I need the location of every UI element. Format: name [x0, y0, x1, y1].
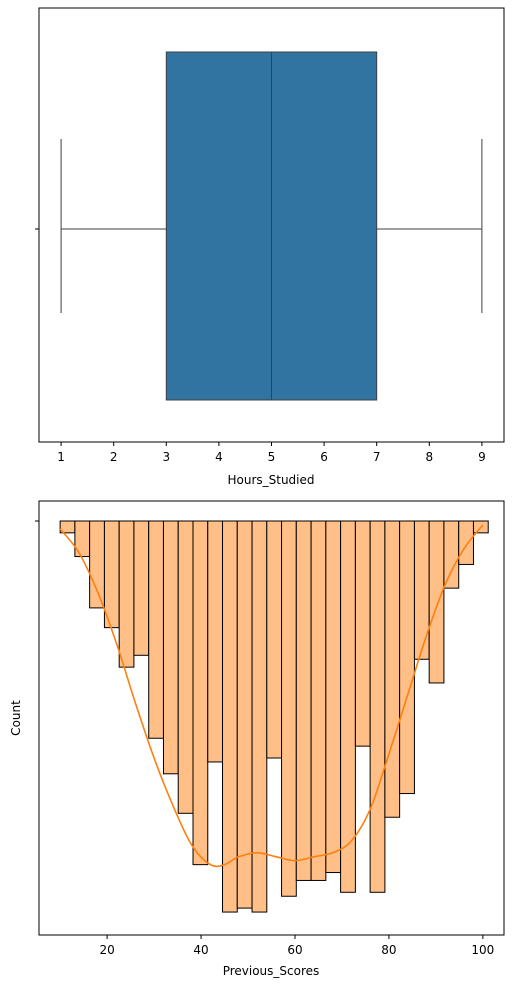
histogram-y-axis-label: Count [9, 700, 23, 736]
histogram-bar [325, 520, 342, 874]
boxplot-x-axis-label: Hours_Studied [227, 473, 314, 487]
histogram-bar [222, 520, 238, 913]
histogram-axes-frame [38, 500, 505, 936]
histogram-bar [89, 520, 105, 609]
boxplot-panel: 1 2 3 4 5 6 7 8 9 Hours_Studied [35, 7, 505, 487]
histogram-bar [162, 520, 179, 775]
kde-curve [59, 524, 484, 868]
histogram-bar [118, 520, 135, 668]
histogram-panel: 20 40 60 80 100 Previous_Scores Count [9, 500, 505, 978]
x-tick-label: 7 [373, 450, 381, 464]
histogram-bar [177, 520, 194, 814]
histogram-bar [384, 520, 401, 818]
histogram-bar [413, 520, 430, 660]
histogram-bar [133, 520, 150, 656]
x-tick-label: 4 [215, 450, 223, 464]
x-tick-label: 20 [99, 943, 114, 957]
histogram-bar [458, 520, 474, 565]
boxplot-x-ticks: 1 2 3 4 5 6 7 8 9 [57, 442, 486, 464]
x-tick-label: 60 [287, 943, 302, 957]
x-tick-label: 5 [268, 450, 276, 464]
x-tick-label: 3 [162, 450, 170, 464]
histogram-bars [59, 520, 489, 913]
histogram-bar [399, 520, 415, 795]
histogram-bar [340, 520, 356, 893]
x-tick-label: 8 [425, 450, 433, 464]
histogram-bar [103, 520, 120, 629]
histogram-bar [354, 520, 371, 747]
x-tick-label: 40 [193, 943, 208, 957]
x-tick-label: 100 [471, 943, 494, 957]
histogram-bar [310, 520, 327, 881]
histogram-bar [236, 520, 253, 909]
histogram-bar [74, 520, 91, 558]
histogram-bar [295, 520, 312, 881]
x-tick-label: 2 [110, 450, 118, 464]
x-tick-label: 80 [381, 943, 396, 957]
histogram-bar [281, 520, 297, 897]
boxplot-plot-area [60, 51, 483, 401]
histogram-bar [148, 520, 164, 739]
histogram-bar [369, 520, 386, 893]
x-tick-label: 1 [57, 450, 65, 464]
x-tick-label: 6 [320, 450, 328, 464]
histogram-x-ticks: 20 40 60 80 100 [99, 935, 494, 957]
histogram-bar [207, 520, 224, 763]
histogram-bar [428, 520, 445, 684]
histogram-bar [443, 520, 460, 589]
histogram-bar [192, 520, 209, 866]
histogram-bar [266, 520, 283, 759]
histogram-x-axis-label: Previous_Scores [223, 964, 320, 978]
x-tick-label: 9 [478, 450, 486, 464]
